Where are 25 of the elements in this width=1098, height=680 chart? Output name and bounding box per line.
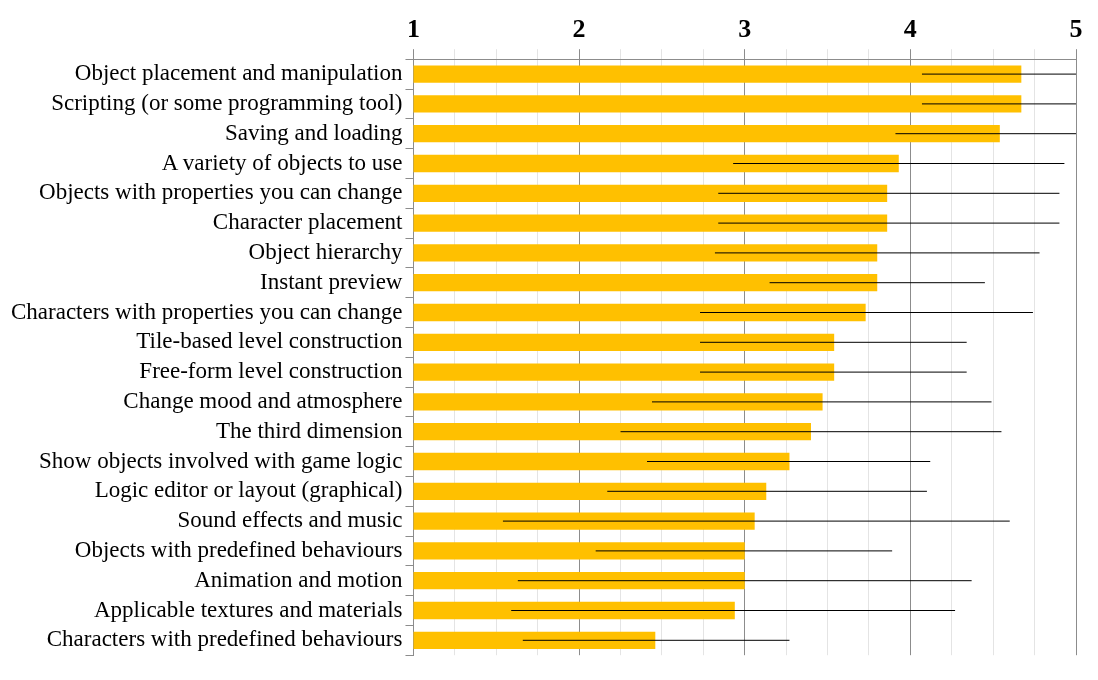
y-tick-label: Change mood and atmosphere (123, 387, 403, 413)
y-tick-label: Characters with properties you can change (11, 298, 403, 324)
y-tick-label: A variety of objects to use (161, 149, 403, 175)
y-tick-label: Free-form level construction (139, 358, 403, 384)
y-tick-label: The third dimension (215, 417, 403, 443)
y-tick-label: Instant preview (260, 268, 403, 294)
y-tick-label: Sound effects and music (177, 507, 403, 533)
x-tick-label: 3 (738, 14, 752, 44)
y-tick-label: Objects with predefined behaviours (74, 536, 403, 562)
x-tick-label: 5 (1069, 14, 1083, 44)
y-tick-label: Animation and motion (194, 566, 403, 592)
y-tick-label: Object hierarchy (248, 238, 403, 264)
y-tick-label: Scripting (or some programming tool) (51, 89, 403, 115)
y-tick-label: Objects with properties you can change (39, 179, 403, 205)
x-tick-label: 4 (903, 14, 917, 44)
x-tick-label: 1 (406, 14, 420, 44)
y-tick-label: Logic editor or layout (graphical) (94, 477, 403, 503)
y-tick-label: Characters with predefined behaviours (46, 626, 403, 652)
y-tick-label: Applicable textures and materials (94, 596, 403, 622)
y-tick-label: Saving and loading (224, 119, 403, 145)
x-tick-label: 2 (572, 14, 586, 44)
y-tick-label: Character placement (212, 209, 404, 235)
y-tick-label: Tile-based level construction (136, 328, 403, 354)
y-tick-label: Show objects involved with game logic (39, 447, 403, 473)
y-tick-label: Object placement and manipulation (74, 60, 403, 86)
